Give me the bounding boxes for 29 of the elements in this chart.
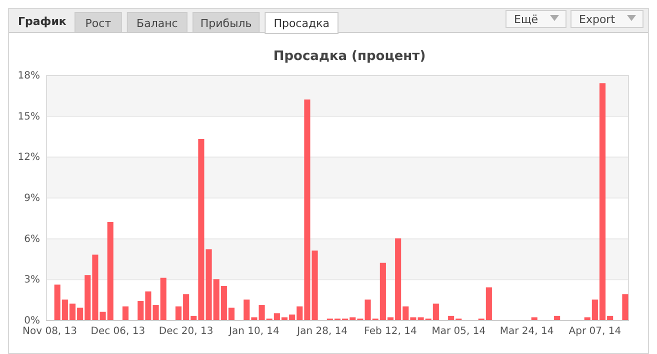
y-tick-label: 0% xyxy=(24,316,40,326)
x-tick-label: Jan 28, 14 xyxy=(296,326,348,337)
y-tick-label: 12% xyxy=(18,152,40,164)
bar xyxy=(622,294,628,320)
x-tick-label: Feb 12, 14 xyxy=(364,326,417,337)
y-tick-label: 3% xyxy=(24,274,40,286)
bar xyxy=(312,250,318,320)
text: Рост xyxy=(85,17,112,30)
x-tick-label: Nov 08, 13 xyxy=(22,326,78,337)
bar xyxy=(554,316,560,320)
y-tick-label: 15% xyxy=(18,111,40,122)
text: График xyxy=(18,15,67,28)
text: Баланс xyxy=(136,17,178,30)
x-tick-label: Mar 24, 14 xyxy=(500,326,554,337)
x-tick-label: Dec 06, 13 xyxy=(90,326,146,337)
text: Просадка xyxy=(274,17,330,30)
x-tick-label: Dec 20, 13 xyxy=(158,326,214,337)
y-tick-label: 9% xyxy=(24,193,40,204)
text: Ещё xyxy=(514,13,538,26)
text: Export xyxy=(579,13,616,26)
x-tick-label: Apr 07, 14 xyxy=(568,326,622,337)
x-tick-label: Mar 05, 14 xyxy=(432,326,486,337)
chart-title: Просадка (процент) xyxy=(273,49,426,64)
y-tick-label: 6% xyxy=(24,234,40,245)
text: Прибыль xyxy=(200,17,252,30)
y-tick-label: 18% xyxy=(18,70,40,82)
bar xyxy=(122,306,129,320)
bar xyxy=(531,317,538,320)
x-tick-label: Jan 10, 14 xyxy=(228,326,280,337)
